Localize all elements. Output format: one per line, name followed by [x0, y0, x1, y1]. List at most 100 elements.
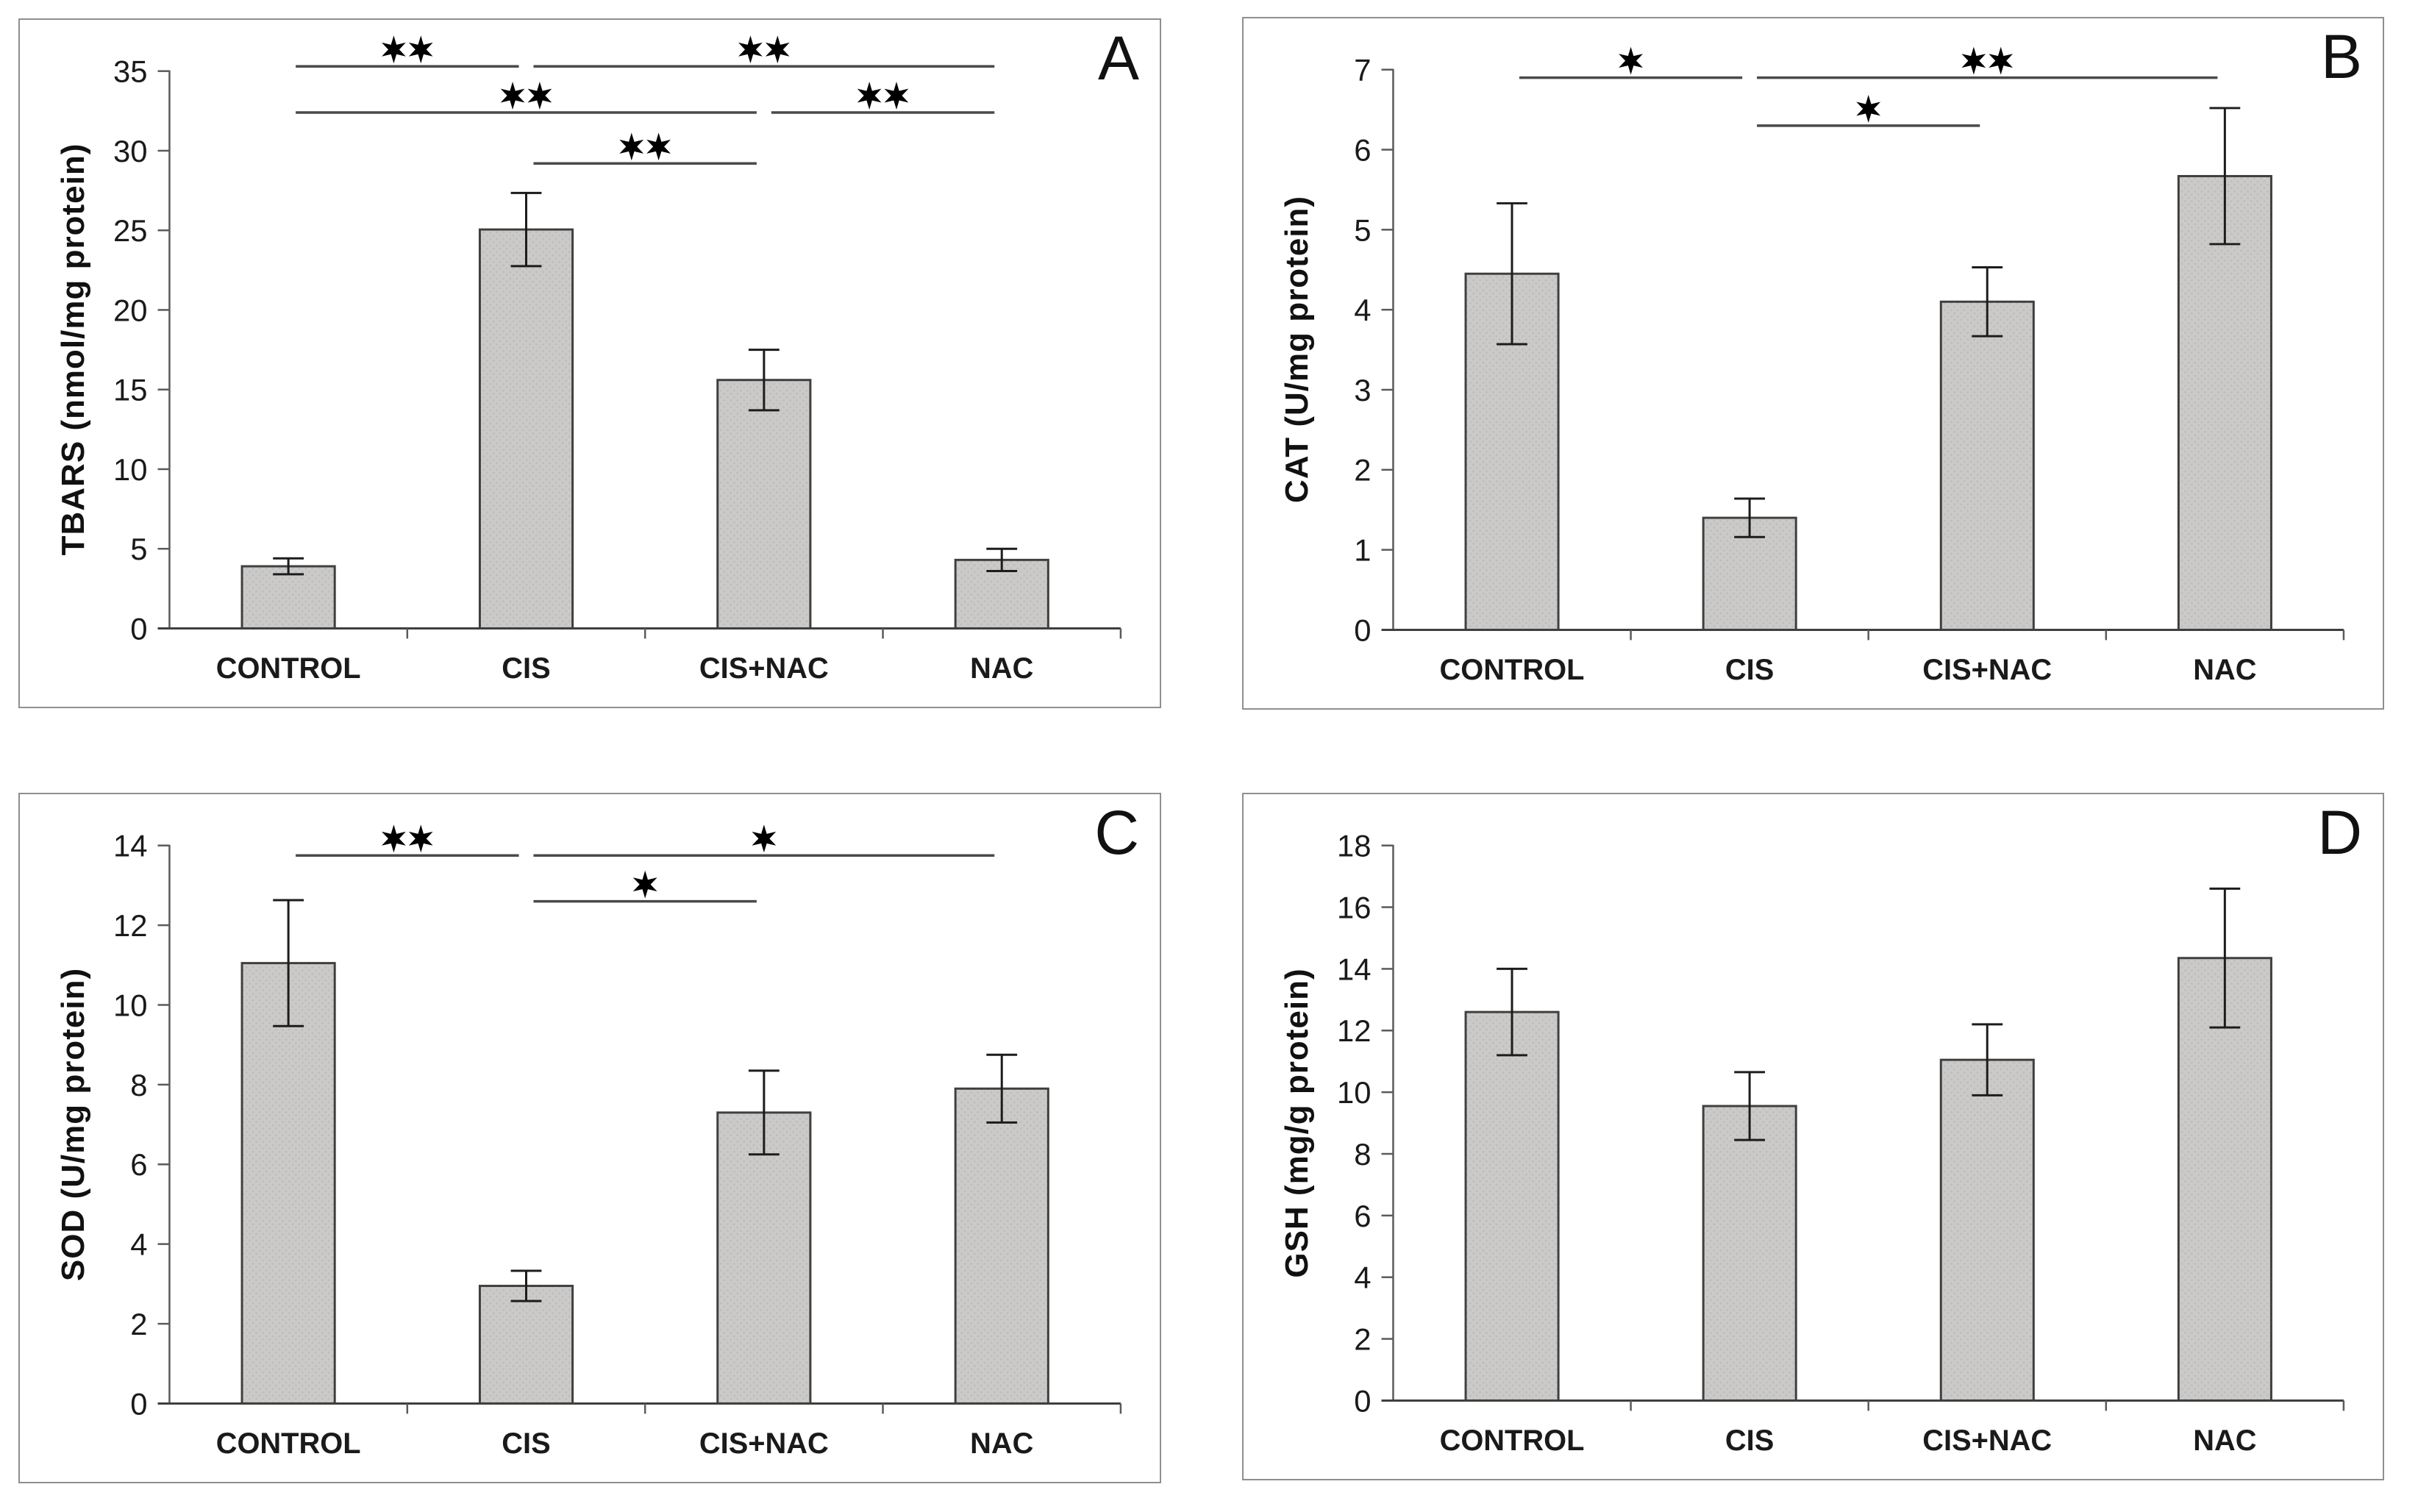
x-category-label-cis: CIS — [502, 652, 550, 685]
bar-cis+nac — [1939, 300, 2035, 631]
error-bar-nac — [2209, 107, 2241, 246]
y-tick-label: 5 — [130, 532, 147, 566]
x-category-label-nac: NAC — [2193, 1424, 2256, 1457]
panel-c: 0 2 4 6 8 10 12 14 CONTROL CIS CIS+NAC NAC SOD (U/m… — [18, 793, 1161, 1483]
x-category-label-nac: NAC — [970, 652, 1033, 685]
y-tick-label: 30 — [113, 134, 148, 168]
y-tick-label: 2 — [130, 1307, 147, 1341]
bar-cis — [478, 228, 574, 630]
error-bar-cis+nac — [748, 349, 780, 412]
x-category-label-cis+nac: CIS+NAC — [699, 652, 829, 685]
y-tick-label: 5 — [1354, 213, 1371, 247]
x-category-label-nac: NAC — [970, 1427, 1033, 1460]
panel-letter-b: B — [2320, 22, 2362, 91]
bar-cis+nac — [716, 1111, 812, 1405]
x-category-label-cis: CIS — [1725, 654, 1774, 686]
x-category-label-control: CONTROL — [216, 1427, 361, 1460]
y-tick-label: 35 — [113, 54, 148, 89]
significance-stars — [857, 82, 909, 110]
significance-stars — [738, 35, 790, 64]
panel-a: 0 5 10 15 20 25 30 35 CONTROL CIS CIS+NAC NAC TBARS… — [18, 18, 1161, 708]
significance-stars — [382, 824, 433, 853]
error-bar-nac — [986, 1053, 1018, 1124]
y-tick-label: 7 — [1354, 53, 1371, 88]
significance-stars — [632, 870, 657, 899]
x-category-label-nac: NAC — [2193, 654, 2256, 686]
panel-b: 0 1 2 3 4 5 6 7 CONTROL CIS CIS+NAC NAC CAT (U/mg p… — [1242, 17, 2384, 710]
y-tick-label: 1 — [1354, 533, 1371, 568]
bar-cis — [1702, 1105, 1797, 1402]
bar-cis+nac — [1939, 1058, 2035, 1402]
panel-letter-d: D — [2317, 798, 2362, 867]
y-tick-label: 2 — [1354, 1322, 1371, 1357]
chart-canvas-a: 0 5 10 15 20 25 30 35 CONTROL CIS CIS+NAC NAC — [113, 35, 1122, 685]
y-tick-label: 6 — [1354, 132, 1371, 167]
y-tick-label: 3 — [1354, 373, 1371, 407]
error-bar-cis — [510, 1269, 542, 1302]
panel-d: 0 2 4 6 8 10 12 14 16 18 CONTROL CIS CIS+NAC NAC GSH … — [1242, 793, 2384, 1480]
x-category-label-cis: CIS — [1725, 1424, 1774, 1457]
x-category-label-control: CONTROL — [1440, 654, 1585, 686]
y-tick-label: 4 — [1354, 1260, 1371, 1295]
y-tick-label: 20 — [113, 293, 148, 327]
significance-stars — [500, 82, 552, 110]
y-tick-label: 0 — [130, 611, 147, 646]
error-bar-cis — [1734, 1071, 1766, 1141]
x-category-label-cis: CIS — [502, 1427, 550, 1460]
significance-stars — [1961, 46, 2014, 75]
y-axis-title-b: CAT (U/mg protein) — [1279, 196, 1315, 504]
y-tick-label: 6 — [130, 1147, 147, 1182]
y-axis-title-c: SOD (U/mg protein) — [55, 967, 91, 1281]
significance-stars — [1619, 46, 1643, 75]
y-tick-label: 10 — [113, 988, 148, 1022]
y-tick-label: 8 — [130, 1068, 147, 1102]
y-tick-label: 16 — [1337, 890, 1372, 924]
y-tick-label: 14 — [1337, 952, 1372, 986]
y-tick-label: 25 — [113, 213, 148, 248]
y-tick-label: 6 — [1354, 1199, 1371, 1233]
panel-letter-c: C — [1094, 798, 1139, 867]
bar-cis — [478, 1285, 574, 1405]
chart-canvas-d: 0 2 4 6 8 10 12 14 16 18 CONTROL CIS CIS+NAC NAC — [1337, 829, 2345, 1457]
x-category-label-cis+nac: CIS+NAC — [1922, 1424, 2052, 1457]
error-bar-cis+nac — [1972, 1023, 2003, 1096]
y-axis-title-d: GSH (mg/g protein) — [1279, 968, 1315, 1278]
x-category-label-control: CONTROL — [216, 652, 361, 685]
y-tick-label: 12 — [1337, 1013, 1372, 1048]
y-tick-label: 15 — [113, 373, 148, 407]
y-tick-label: 18 — [1337, 829, 1372, 863]
y-tick-label: 10 — [113, 452, 148, 487]
significance-stars — [752, 824, 777, 853]
error-bar-nac — [2209, 887, 2241, 1029]
bar-control — [240, 565, 336, 630]
chart-canvas-c: 0 2 4 6 8 10 12 14 CONTROL CIS CIS+NAC NAC — [113, 824, 1122, 1460]
significance-stars — [382, 35, 433, 64]
y-tick-label: 0 — [1354, 1383, 1371, 1418]
error-bar-cis — [510, 191, 542, 268]
significance-stars — [619, 132, 671, 161]
y-tick-label: 10 — [1337, 1075, 1372, 1110]
error-bar-control — [273, 557, 304, 576]
chart-canvas-b: 0 1 2 3 4 5 6 7 CONTROL CIS CIS+NAC NAC — [1354, 46, 2345, 686]
y-tick-label: 2 — [1354, 453, 1371, 488]
y-tick-label: 4 — [130, 1227, 147, 1262]
bar-control — [240, 962, 336, 1405]
error-bar-control — [1497, 967, 1527, 1057]
error-bar-cis+nac — [1972, 265, 2003, 338]
y-tick-label: 12 — [113, 908, 148, 943]
bar-cis+nac — [716, 379, 812, 630]
y-tick-label: 0 — [130, 1386, 147, 1421]
x-category-label-cis+nac: CIS+NAC — [699, 1427, 829, 1460]
y-tick-label: 14 — [113, 829, 148, 863]
error-bar-cis — [1734, 497, 1766, 538]
error-bar-cis+nac — [748, 1069, 780, 1156]
y-tick-label: 0 — [1354, 613, 1371, 647]
y-tick-label: 8 — [1354, 1137, 1371, 1172]
x-category-label-cis+nac: CIS+NAC — [1922, 654, 2052, 686]
significance-stars — [1856, 95, 1881, 123]
bar-control — [1464, 1010, 1560, 1402]
error-bar-nac — [986, 547, 1018, 573]
error-bar-control — [273, 899, 304, 1027]
y-axis-title-a: TBARS (nmol/mg protein) — [55, 143, 91, 556]
